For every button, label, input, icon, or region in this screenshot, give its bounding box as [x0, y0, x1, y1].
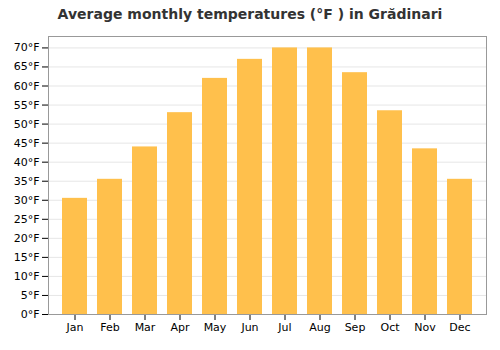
html-text:Average monthly temperatures (: Average monthly temperatures (°F ) in Gr… [57, 6, 443, 22]
svg-text:5°F: 5°F [21, 289, 40, 302]
svg-text:Jul: Jul [277, 321, 291, 334]
svg-text:Mar: Mar [135, 321, 156, 334]
svg-text:Jun: Jun [240, 321, 258, 334]
svg-text:Oct: Oct [380, 321, 400, 334]
svg-text:May: May [204, 321, 227, 334]
svg-text:0°F: 0°F [21, 308, 40, 321]
svg-text:45°F: 45°F [14, 137, 40, 150]
svg-text:15°F: 15°F [14, 251, 40, 264]
svg-text:70°F: 70°F [14, 41, 40, 54]
svg-text:10°F: 10°F [14, 270, 40, 283]
svg-text:Dec: Dec [449, 321, 470, 334]
svg-text:Sep: Sep [345, 321, 366, 334]
svg-text:Nov: Nov [414, 321, 436, 334]
svg-text:25°F: 25°F [14, 213, 40, 226]
svg-text:50°F: 50°F [14, 118, 40, 131]
svg-text:60°F: 60°F [14, 80, 40, 93]
svg-text:Apr: Apr [170, 321, 190, 334]
svg-text:20°F: 20°F [14, 232, 40, 245]
svg-text:55°F: 55°F [14, 99, 40, 112]
svg-text:Feb: Feb [100, 321, 119, 334]
svg-text:30°F: 30°F [14, 194, 40, 207]
svg-text:Aug: Aug [309, 321, 330, 334]
svg-text:65°F: 65°F [14, 60, 40, 73]
svg-text:Jan: Jan [66, 321, 84, 334]
svg-text:40°F: 40°F [14, 156, 40, 169]
svg-text:35°F: 35°F [14, 175, 40, 188]
